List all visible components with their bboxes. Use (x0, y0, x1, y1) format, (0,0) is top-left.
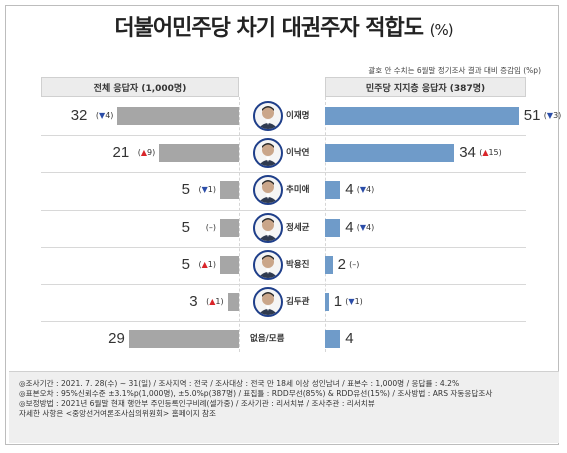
row-divider (41, 321, 526, 323)
bar-democratic (325, 255, 333, 274)
value-total: 5 (181, 255, 190, 273)
change-total: (–) (205, 222, 216, 232)
value-democratic: 1 (333, 293, 343, 310)
bar-total (220, 255, 239, 274)
bar-democratic (325, 293, 329, 311)
footer-line: ◎보정방법 : 2021년 6월말 현재 행안부 주민등록인구비례(셀가중) /… (19, 399, 375, 408)
row-divider (41, 284, 526, 285)
bar-total (220, 218, 239, 237)
value-total: 32 (70, 107, 88, 124)
change-democratic: (▼1) (345, 297, 363, 306)
candidate-name: 박용진 (286, 259, 310, 270)
candidate-portrait-icon (253, 101, 283, 131)
down-triangle-icon: ▼ (201, 185, 208, 195)
up-triangle-icon: ▲ (140, 148, 147, 158)
candidate-name: 이낙연 (286, 148, 310, 159)
change-democratic: (▼4) (356, 222, 375, 232)
value-total: 29 (108, 330, 125, 348)
bar-total (128, 330, 239, 349)
change-democratic: (–) (349, 259, 360, 269)
value-democratic: 4 (345, 218, 354, 236)
bar-democratic (325, 144, 455, 163)
candidate-portrait-icon (253, 249, 283, 280)
change-democratic: (▲15) (479, 148, 502, 158)
bar-democratic (325, 107, 519, 125)
left-header: 전체 응답자 (1,000명) (41, 77, 239, 97)
down-triangle-icon: ▼ (99, 111, 106, 120)
candidate-portrait-icon (253, 138, 283, 169)
change-democratic: (▼3) (543, 111, 562, 120)
value-total: 3 (189, 293, 198, 310)
change-total: (▼1) (198, 185, 217, 195)
row-divider (41, 246, 526, 248)
footer-line: ◎조사기간 : 2021. 7. 28(수) ~ 31(일) / 조사지역 : … (19, 379, 460, 388)
candidate-portrait-icon (253, 287, 283, 317)
title-unit: (%) (429, 21, 454, 39)
down-triangle-icon: ▼ (359, 222, 366, 232)
change-total: (▼4) (95, 111, 114, 120)
down-triangle-icon: ▼ (359, 185, 366, 195)
change-note: 괄호 안 수치는 6월말 정기조사 결과 대비 증감임 (%p) (368, 66, 541, 75)
value-democratic: 2 (337, 255, 346, 273)
up-triangle-icon: ▲ (201, 259, 208, 269)
divider (239, 97, 240, 352)
change-total: (▲1) (206, 297, 224, 306)
value-total: 21 (112, 144, 130, 162)
bar-democratic (325, 218, 341, 237)
right-header: 민주당 지지층 응답자 (387명) (325, 77, 526, 97)
candidate-portrait-icon (253, 175, 283, 206)
footer-line: ◎표본오차 : 95%신뢰수준 ±3.1%p(1,000명), ±5.0%p(3… (19, 389, 493, 398)
candidate-name: 없음/모름 (250, 334, 285, 345)
row-divider (41, 209, 526, 211)
bar-total (227, 293, 239, 311)
candidate-name: 추미애 (286, 185, 310, 196)
bar-total (117, 107, 239, 125)
candidate-name: 이재명 (286, 111, 310, 121)
down-triangle-icon: ▼ (546, 111, 554, 120)
footer-line: 자세한 사항은 <중앙선거여론조사심의위원회> 홈페이지 참조 (19, 409, 217, 418)
up-triangle-icon: ▲ (209, 297, 216, 306)
bar-democratic (325, 330, 341, 349)
bar-total (159, 144, 239, 163)
value-total: 5 (181, 181, 190, 199)
change-total: (▲9) (137, 148, 156, 158)
change-democratic: (▼4) (356, 185, 375, 195)
survey-footer: ◎조사기간 : 2021. 7. 28(수) ~ 31(일) / 조사지역 : … (9, 371, 559, 443)
down-triangle-icon: ▼ (348, 297, 355, 306)
change-total: (▲1) (198, 259, 217, 269)
row-divider (41, 172, 526, 174)
value-democratic: 4 (345, 181, 354, 199)
up-triangle-icon: ▲ (482, 148, 489, 158)
value-total: 5 (181, 218, 190, 236)
candidate-name: 정세균 (286, 222, 310, 233)
bar-total (220, 181, 239, 200)
title-text: 더불어민주당 차기 대권주자 적합도 (114, 16, 424, 41)
value-democratic: 4 (345, 330, 354, 348)
chart-title: 더불어민주당 차기 대권주자 적합도 (%) (0, 10, 567, 42)
value-democratic: 34 (459, 144, 476, 162)
row-divider (41, 135, 526, 137)
candidate-name: 김두관 (286, 297, 310, 307)
bar-democratic (325, 181, 341, 200)
value-democratic: 51 (523, 107, 541, 124)
candidate-portrait-icon (253, 212, 283, 243)
